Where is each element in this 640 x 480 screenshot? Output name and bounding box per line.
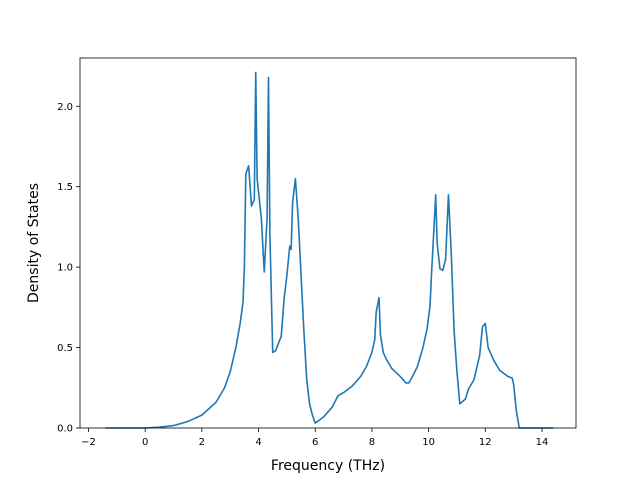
x-tick-label: 0 (142, 437, 148, 448)
x-axis-label: Frequency (THz) (271, 458, 385, 474)
x-axis-ticks: −2 0 2 4 6 8 10 12 14 (81, 428, 548, 448)
y-tick-label: 0.0 (57, 424, 73, 435)
y-tick-label: 0.5 (57, 343, 73, 354)
x-tick-label: 14 (536, 437, 549, 448)
x-tick-label: −2 (81, 437, 96, 448)
x-tick-label: 6 (312, 437, 318, 448)
plot-area (105, 71, 554, 429)
x-tick-label: 4 (255, 437, 261, 448)
y-tick-label: 2.0 (57, 102, 73, 113)
x-tick-label: 12 (479, 437, 492, 448)
y-tick-label: 1.5 (57, 182, 73, 193)
x-tick-label: 2 (199, 437, 205, 448)
x-tick-label: 10 (422, 437, 435, 448)
y-axis-label: Density of States (26, 183, 42, 303)
y-axis-ticks: 0.0 0.5 1.0 1.5 2.0 (57, 102, 80, 435)
y-tick-label: 1.0 (57, 263, 73, 274)
x-tick-label: 8 (369, 437, 375, 448)
axes-frame (79, 57, 577, 429)
dos-series-line-0 (105, 71, 554, 429)
